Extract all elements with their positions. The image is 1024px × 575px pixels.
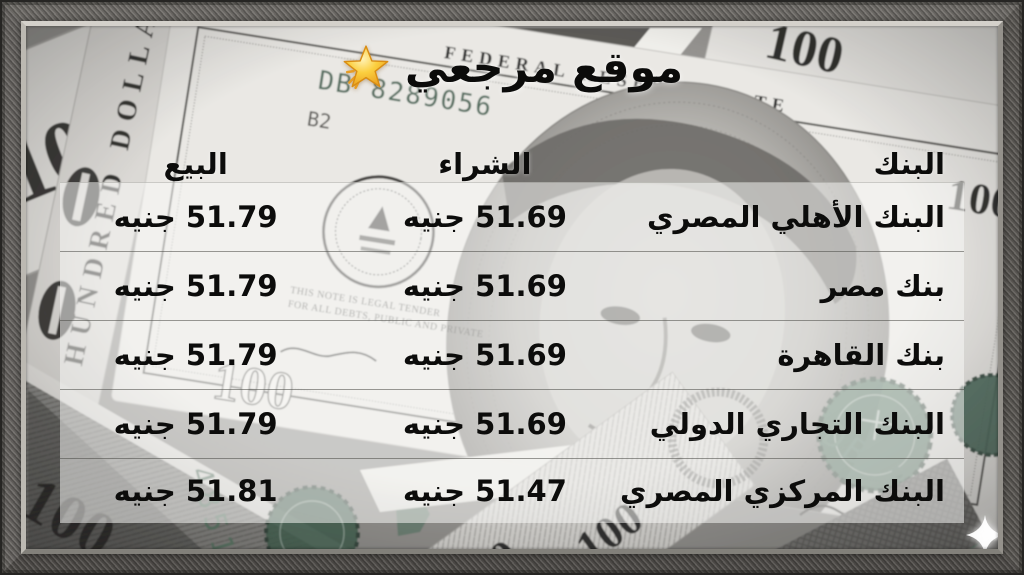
- bank-name-cell: بنك مصر: [820, 268, 945, 303]
- exchange-rates-table: البنك الشراء البيع البنك الأهلي المصري 5…: [60, 146, 964, 523]
- buy-rate-cell: 51.69 جنيه: [402, 337, 567, 372]
- sparkle-icon: [966, 515, 1004, 555]
- title-text: موقع مرجعي: [404, 43, 684, 93]
- table-row: بنك القاهرة 51.69 جنيه 51.79 جنيه: [60, 320, 964, 389]
- bank-name-cell: البنك التجاري الدولي: [649, 406, 945, 441]
- buy-rate-cell: 51.69 جنيه: [402, 199, 567, 234]
- table-header-row: البنك الشراء البيع: [60, 146, 964, 182]
- table-row: بنك مصر 51.69 جنيه 51.79 جنيه: [60, 251, 964, 320]
- table-row: البنك التجاري الدولي 51.69 جنيه 51.79 جن…: [60, 389, 964, 458]
- table-row: البنك المركزي المصري 51.47 جنيه 51.81 جن…: [60, 458, 964, 523]
- bank-name-cell: البنك الأهلي المصري: [647, 199, 945, 234]
- sell-rate-cell: 51.79 جنيه: [113, 337, 278, 372]
- bank-name-cell: البنك المركزي المصري: [620, 473, 945, 508]
- bank-name-cell: بنك القاهرة: [777, 337, 945, 372]
- sell-rate-cell: 51.79 جنيه: [113, 406, 278, 441]
- header-cell-sell: البيع: [163, 146, 228, 181]
- table-row: البنك الأهلي المصري 51.69 جنيه 51.79 جني…: [60, 182, 964, 251]
- buy-rate-cell: 51.69 جنيه: [402, 268, 567, 303]
- sell-rate-cell: 51.81 جنيه: [113, 473, 278, 508]
- sell-rate-cell: 51.79 جنيه: [113, 199, 278, 234]
- header-cell-buy: الشراء: [438, 146, 532, 181]
- header-cell-bank: البنك: [873, 146, 945, 181]
- buy-rate-cell: 51.69 جنيه: [402, 406, 567, 441]
- sell-rate-cell: 51.79 جنيه: [113, 268, 278, 303]
- glowing-star-icon: [343, 45, 389, 90]
- buy-rate-cell: 51.47 جنيه: [402, 473, 567, 508]
- page-title: موقع مرجعي: [0, 36, 1024, 100]
